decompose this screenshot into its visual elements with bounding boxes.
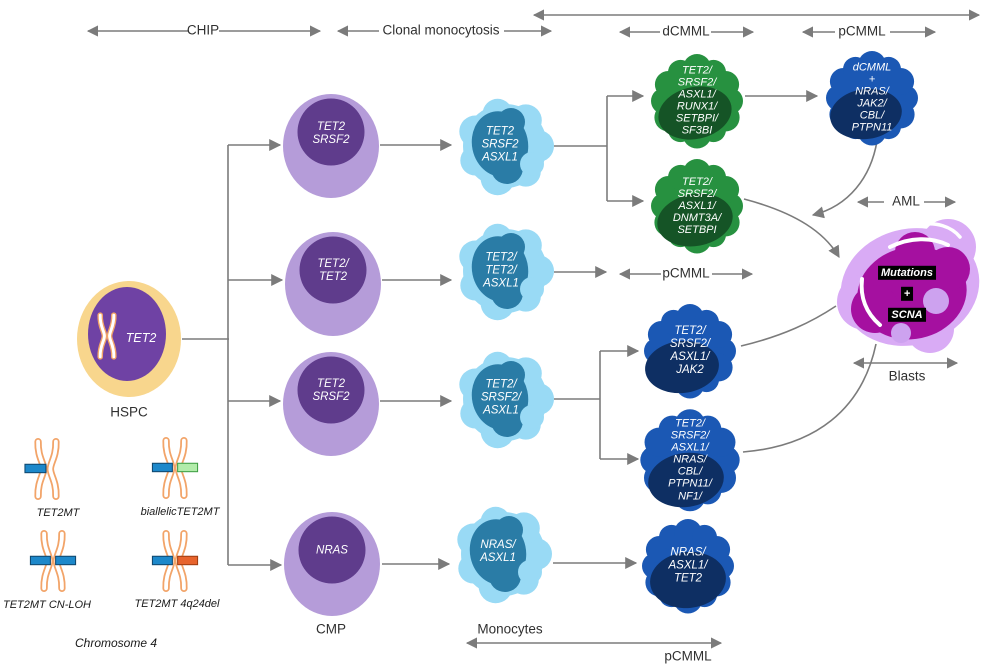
aml-vacuole-small: [891, 323, 911, 343]
chip-cell-2: [285, 232, 381, 336]
monocyte-cell-2-genes: TET2/ TET2/ ASXL1: [483, 251, 519, 290]
dcmml-cell-2-genes: TET2/ SRSF2/ ASXL1/ DNMT3A/ SETBPI: [672, 175, 722, 237]
monocyte-cell-3-genes: TET2/ SRSF2/ ASXL1: [480, 378, 522, 417]
chromosome-tet2mt: [24, 442, 56, 497]
hspc-label: HSPC: [110, 404, 148, 420]
stage-label-pcmml-bottom: pCMML: [664, 648, 712, 664]
band-blue: [55, 555, 77, 566]
pcmml-cell-dcmml-plus-genes: dCMML + NRAS/ JAK2/ CBL/ PTPN11: [851, 61, 893, 135]
chip-cell-2-genes: TET2/ TET2: [317, 258, 349, 283]
aml-annotation-line3: SCNA: [888, 307, 926, 322]
chromosome-label-tet2mt: TET2MT: [36, 507, 80, 519]
chip-cell-3-genes: TET2 SRSF2: [312, 378, 350, 403]
jak2cell-to-aml-curve: [740, 305, 837, 347]
stage-label-monocytes: Monocytes: [477, 621, 543, 637]
pcmml-cell-nras: [642, 519, 734, 614]
aml-annotation-line2: +: [900, 286, 914, 301]
band-blue: [24, 463, 47, 474]
chromosome-label-4q24del: TET2MT 4q24del: [134, 598, 220, 610]
band-blue: [151, 462, 173, 473]
hspc-cell: [77, 281, 181, 397]
chip-cell-3: [283, 352, 379, 456]
band-blue: [151, 555, 173, 566]
chromosome-label-biallelic: biallelicTET2MT: [140, 506, 220, 518]
aml-highlights: [859, 222, 962, 327]
band-orange: [177, 555, 199, 566]
aml-annotation-line1: Mutations: [878, 265, 936, 281]
chromosome-tet2mt-cnloh: [29, 534, 77, 589]
stage-label-blasts: Blasts: [888, 368, 926, 384]
chromosome-tet2mt-4q24del: [151, 534, 199, 589]
stage-label-aml: AML: [892, 193, 920, 209]
aml-vacuole-large: [923, 288, 949, 314]
aml-annotation: Mutations + SCNA: [878, 262, 936, 324]
pcmml-cell-nf1-genes: TET2/ SRSF2/ ASXL1/ NRAS/ CBL/ PTPN11/ N…: [668, 417, 712, 503]
stage-label-dcmml: dCMML: [662, 23, 710, 39]
chip-cell-1-genes: TET2 SRSF2: [312, 121, 350, 146]
pcmml-cell-dcmml-plus: [826, 51, 918, 146]
hspc-gene-text: TET2: [125, 330, 157, 345]
chip-cell-4: [284, 512, 380, 616]
dcmmlplus-to-aml-curve: [811, 140, 878, 219]
stage-label-clonal-monocytosis: Clonal monocytosis: [382, 22, 500, 38]
band-blue: [29, 555, 51, 566]
dcmml-cell-1-genes: TET2/ SRSF2/ ASXL1/ RUNX1/ SETBPI/ SF3BI: [675, 64, 719, 138]
chromosome-panel-title: Chromosome 4: [74, 636, 158, 650]
monocyte-cell-4-genes: NRAS/ ASXL1: [480, 539, 516, 564]
nf1cell-to-aml-curve: [742, 343, 877, 453]
stage-label-pcmml-top: pCMML: [838, 23, 886, 39]
chromosome-biallelic-tet2mt: [151, 441, 199, 496]
chromosome-icons: [24, 441, 199, 589]
pcmml-cell-jak2: [644, 304, 736, 399]
cmp-label: CMP: [316, 621, 346, 637]
lineage-connectors: [182, 90, 878, 571]
pcmml-cell-jak2-genes: TET2/ SRSF2/ ASXL1/ JAK2: [669, 325, 711, 376]
green2-to-aml-curve: [743, 198, 840, 259]
dcmml-cell-2: [651, 159, 743, 254]
band-green: [177, 462, 199, 473]
chromosome-label-cnloh: TET2MT CN-LOH: [3, 599, 91, 611]
chip-cell-4-genes: NRAS: [316, 544, 348, 557]
stage-label-chip: CHIP: [186, 22, 220, 38]
stage-label-pcmml-mid: pCMML: [662, 265, 710, 281]
pcmml-cell-nras-genes: NRAS/ ASXL1/ TET2: [668, 546, 708, 585]
monocyte-cell-1-genes: TET2 SRSF2 ASXL1: [481, 125, 519, 164]
pcmml-cell-nf1: [640, 409, 740, 512]
dcmml-cell-1: [651, 54, 743, 149]
